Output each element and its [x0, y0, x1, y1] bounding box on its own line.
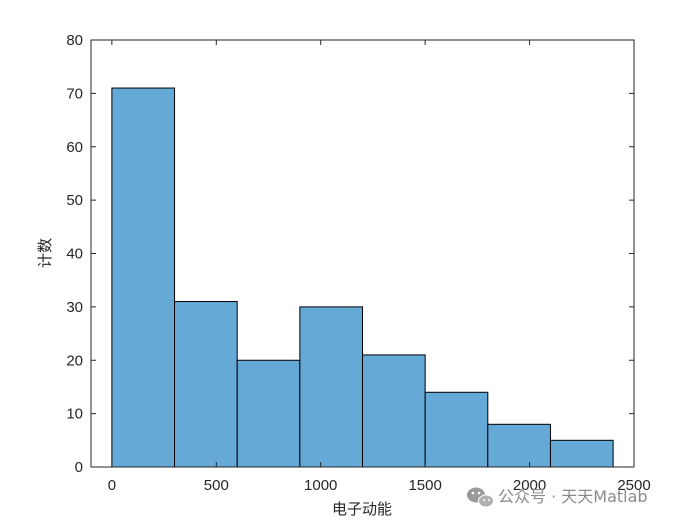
histogram-bar — [362, 354, 426, 468]
histogram-bar — [424, 391, 489, 468]
y-tick-label: 60 — [66, 139, 83, 156]
histogram-bar — [111, 87, 176, 468]
histogram-bar — [299, 306, 364, 468]
x-axis-label: 电子动能 — [332, 500, 392, 518]
y-tick-label: 80 — [66, 32, 83, 49]
tick-label-group: 0 500 1000 1500 2000 2500 0 10 20 30 40 50 60 70 80 — [66, 32, 650, 494]
axes-box — [90, 39, 635, 468]
x-tick-label: 2000 — [513, 477, 546, 494]
x-tick-label: 1500 — [408, 477, 441, 494]
y-tick-label: 0 — [75, 459, 83, 476]
y-axis-label: 计数 — [36, 238, 54, 268]
histogram-bar — [174, 301, 238, 468]
histogram-bar — [236, 359, 301, 468]
bar-group — [111, 87, 614, 468]
y-tick-label: 50 — [66, 192, 83, 209]
wechat-icon — [467, 487, 494, 508]
x-tick-label: 1000 — [304, 477, 337, 494]
y-tick-label: 20 — [66, 352, 83, 369]
histogram-bar — [487, 423, 551, 468]
x-tick-label: 2500 — [617, 477, 650, 494]
y-tick-label: 70 — [66, 85, 83, 102]
watermark-text: 公众号 · 天天Matlab — [498, 487, 648, 506]
x-tick-label: 0 — [108, 477, 116, 494]
y-tick-label: 40 — [66, 246, 83, 263]
y-tick-label: 30 — [66, 299, 83, 316]
histogram-bar — [549, 439, 614, 468]
y-tick-label: 10 — [66, 406, 83, 423]
x-tick-label: 500 — [204, 477, 229, 494]
watermark: 公众号 · 天天Matlab — [467, 487, 648, 508]
